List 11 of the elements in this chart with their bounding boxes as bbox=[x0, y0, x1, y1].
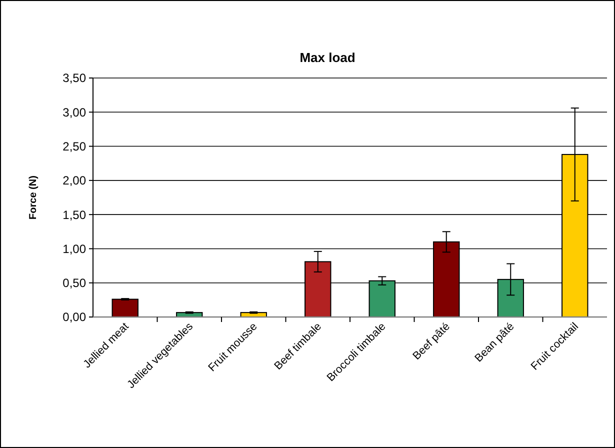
y-tick-label: 3,50 bbox=[62, 71, 86, 86]
y-tick-label: 2,50 bbox=[62, 139, 86, 154]
y-tick-label: 3,00 bbox=[62, 105, 86, 120]
y-tick-label: 0,00 bbox=[62, 310, 86, 324]
y-axis-title: Force (N) bbox=[28, 176, 39, 220]
y-tick-label: 1,00 bbox=[62, 242, 86, 256]
chart-title: Max load bbox=[300, 50, 356, 65]
y-tick-label: 2,00 bbox=[62, 174, 86, 188]
y-tick-label: 0,50 bbox=[62, 276, 86, 290]
bar bbox=[112, 298, 138, 318]
y-tick-label: 1,50 bbox=[62, 208, 86, 222]
